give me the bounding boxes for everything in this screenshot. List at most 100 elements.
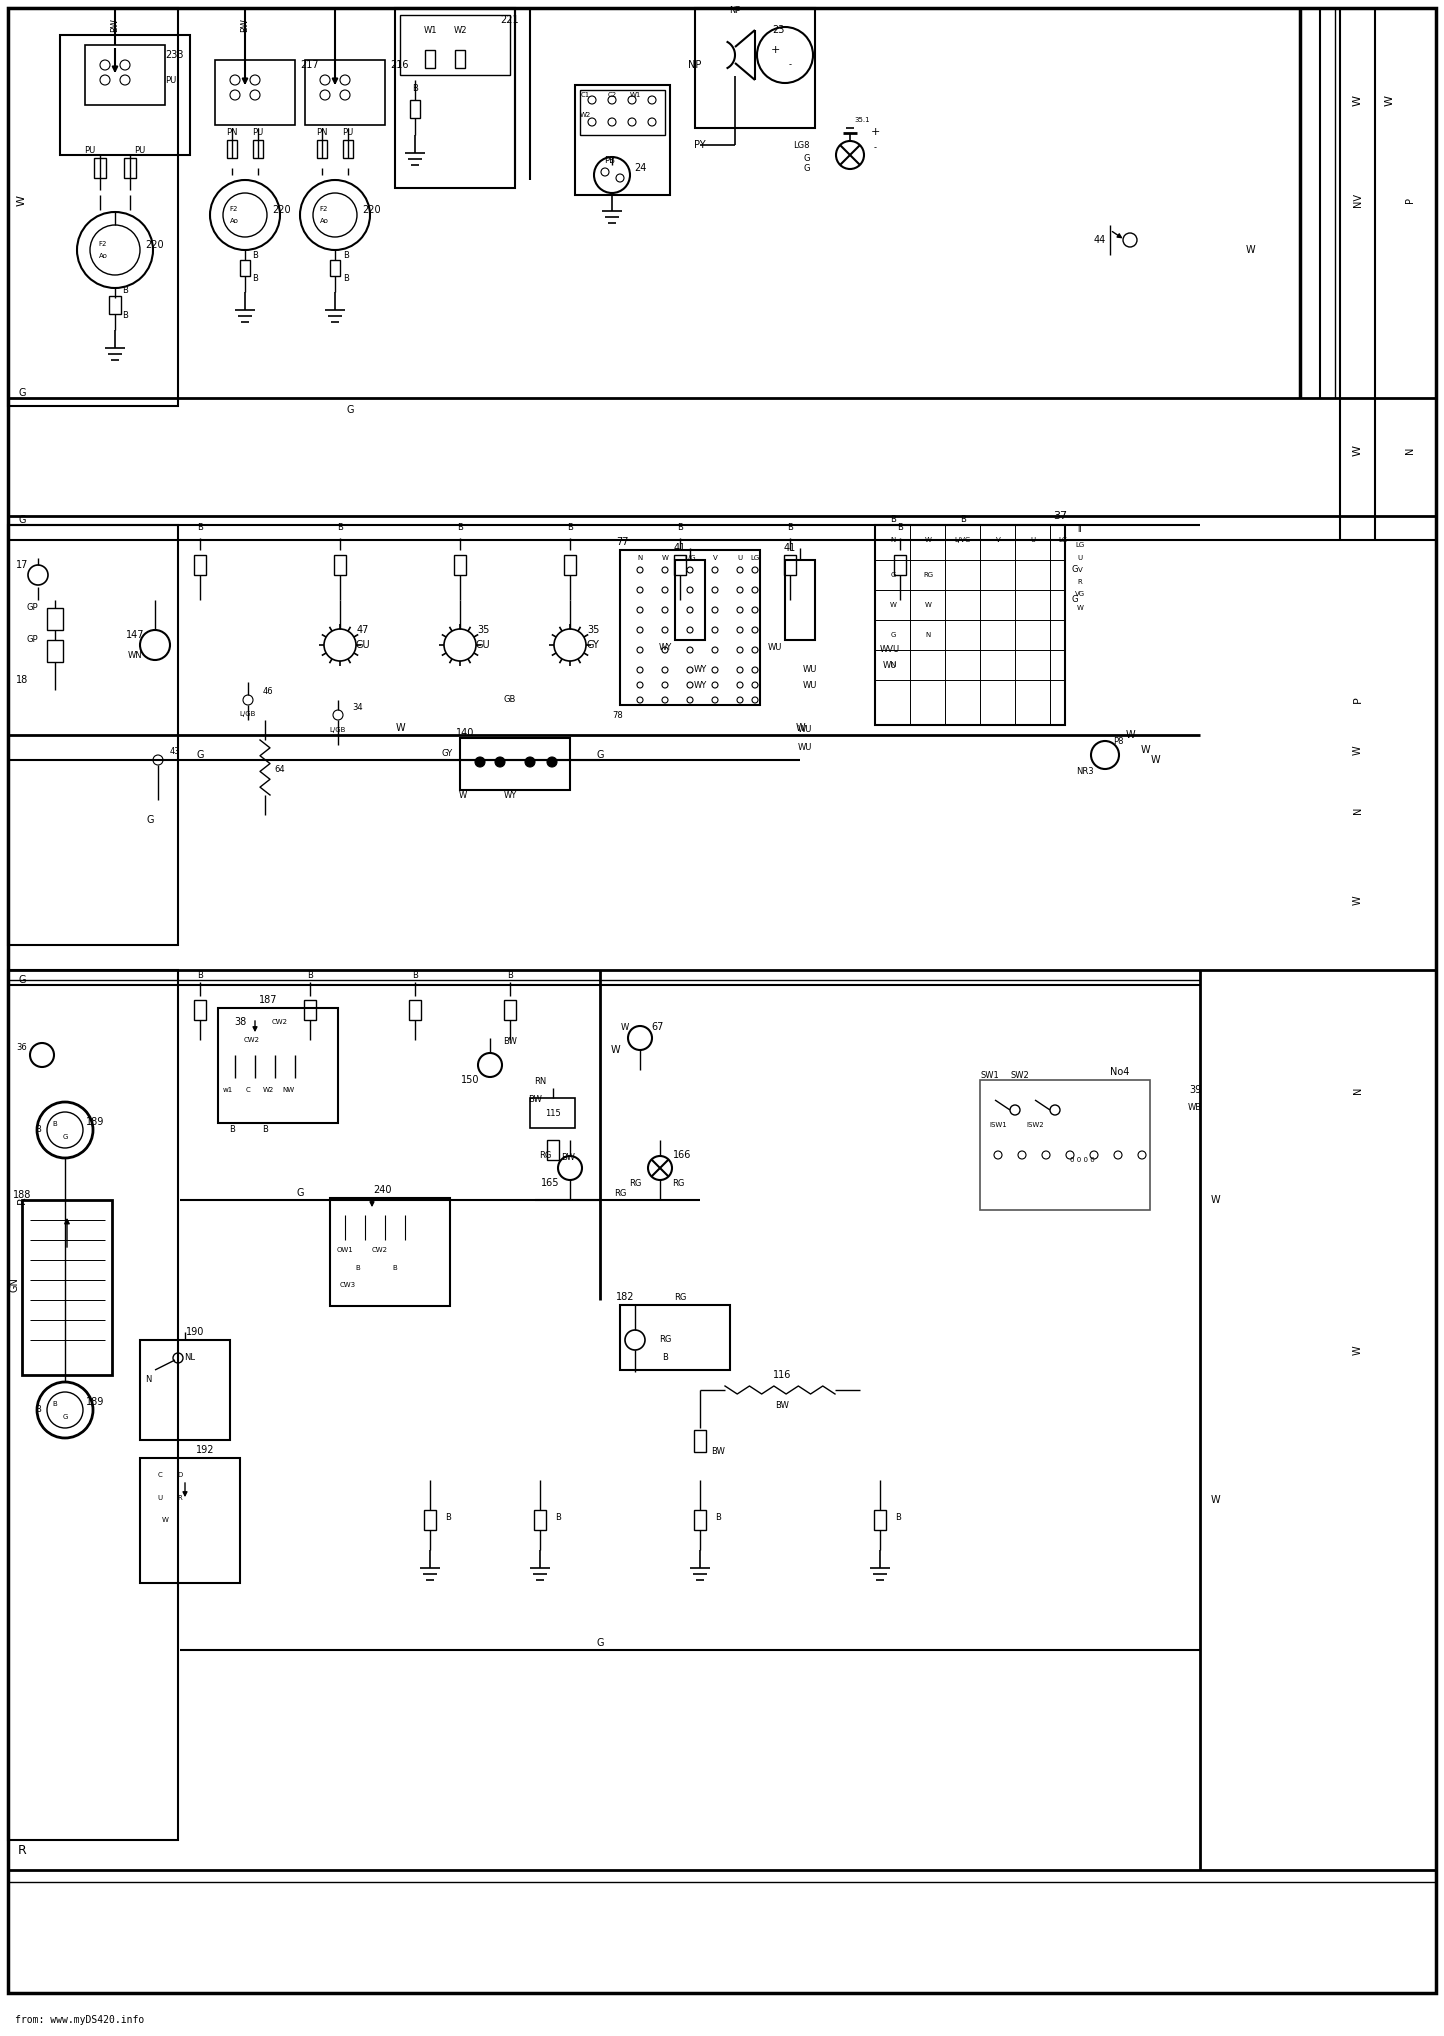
Bar	[455, 51, 465, 67]
Text: LG: LG	[1076, 542, 1084, 548]
Circle shape	[1066, 1150, 1074, 1158]
Text: 36: 36	[17, 1044, 27, 1053]
Text: -: -	[874, 143, 877, 153]
Bar	[9, 8, 178, 405]
Text: 221: 221	[500, 14, 518, 24]
Text: 38: 38	[234, 1018, 245, 1026]
Text: 190: 190	[186, 1327, 204, 1338]
Bar	[240, 261, 250, 277]
Bar	[674, 560, 705, 639]
Text: OW1: OW1	[336, 1246, 354, 1252]
Text: BW: BW	[775, 1401, 788, 1409]
Circle shape	[687, 696, 693, 702]
Text: -: -	[788, 61, 791, 69]
Circle shape	[321, 90, 331, 100]
Bar	[48, 639, 64, 662]
Circle shape	[712, 682, 718, 688]
Bar	[94, 159, 105, 177]
Circle shape	[1018, 1150, 1027, 1158]
Text: 35.1: 35.1	[855, 116, 869, 122]
Text: 44: 44	[1095, 234, 1106, 244]
Text: 43: 43	[170, 747, 180, 757]
Text: L/VG: L/VG	[954, 538, 972, 544]
Circle shape	[752, 566, 758, 572]
Text: BW: BW	[562, 1154, 575, 1163]
Bar	[619, 1305, 731, 1370]
Circle shape	[628, 118, 635, 126]
Circle shape	[687, 682, 693, 688]
Bar	[504, 1000, 516, 1020]
Text: CW2: CW2	[244, 1036, 260, 1042]
Bar	[331, 1197, 451, 1305]
Text: C: C	[157, 1472, 162, 1478]
Text: CW2: CW2	[373, 1246, 388, 1252]
Text: 47: 47	[357, 625, 370, 635]
Text: BW: BW	[710, 1448, 725, 1456]
Text: W: W	[459, 790, 466, 800]
Circle shape	[648, 96, 656, 104]
Text: 24: 24	[634, 163, 645, 173]
Text: U: U	[1077, 556, 1083, 562]
Text: 188: 188	[13, 1189, 32, 1199]
Bar	[140, 1340, 230, 1439]
Circle shape	[100, 75, 110, 86]
Circle shape	[687, 607, 693, 613]
Text: NW: NW	[282, 1087, 295, 1093]
Text: w1: w1	[222, 1087, 232, 1093]
Bar	[331, 261, 339, 277]
Text: BW: BW	[241, 18, 250, 33]
Text: 41: 41	[674, 544, 686, 554]
Circle shape	[736, 586, 744, 592]
Text: G: G	[19, 389, 26, 397]
Text: RN: RN	[534, 1077, 546, 1087]
Text: PN: PN	[316, 128, 328, 136]
Text: RG: RG	[674, 1293, 686, 1301]
Bar	[215, 59, 295, 124]
Circle shape	[495, 757, 505, 768]
Bar	[334, 556, 347, 574]
Text: G: G	[19, 975, 26, 985]
Text: W: W	[162, 1517, 169, 1523]
Text: RG: RG	[628, 1179, 641, 1187]
Text: W: W	[1385, 94, 1395, 106]
Bar	[318, 140, 326, 159]
Text: W: W	[611, 1044, 619, 1055]
Circle shape	[637, 607, 643, 613]
Circle shape	[1090, 1150, 1097, 1158]
Circle shape	[752, 696, 758, 702]
Text: B: B	[230, 1126, 235, 1134]
Circle shape	[637, 566, 643, 572]
Circle shape	[100, 59, 110, 69]
Text: G: G	[196, 749, 204, 759]
Circle shape	[617, 173, 624, 181]
Circle shape	[712, 647, 718, 654]
Text: B: B	[196, 971, 204, 979]
Text: WY: WY	[693, 666, 706, 674]
Text: B: B	[35, 1405, 40, 1415]
Text: N: N	[144, 1376, 152, 1384]
Text: B: B	[196, 523, 204, 533]
Circle shape	[661, 668, 669, 674]
Text: R: R	[17, 1843, 26, 1857]
Text: G: G	[347, 405, 354, 415]
Text: 64: 64	[274, 766, 286, 774]
Circle shape	[526, 757, 534, 768]
Circle shape	[661, 566, 669, 572]
Text: PU: PU	[134, 145, 146, 155]
Text: C: C	[245, 1087, 250, 1093]
Text: WB: WB	[1188, 1104, 1201, 1112]
Text: B: B	[123, 312, 129, 320]
Text: BW: BW	[529, 1095, 542, 1104]
Text: W: W	[1353, 1346, 1363, 1354]
Text: W2: W2	[453, 26, 466, 35]
Text: B: B	[412, 83, 417, 92]
Text: V: V	[713, 556, 718, 562]
Text: W: W	[924, 603, 931, 609]
Text: W2: W2	[579, 112, 591, 118]
Text: GB: GB	[504, 696, 516, 704]
Circle shape	[1113, 1150, 1122, 1158]
Text: N: N	[891, 662, 895, 668]
Text: L/GB: L/GB	[240, 711, 256, 717]
Circle shape	[752, 682, 758, 688]
Circle shape	[661, 627, 669, 633]
